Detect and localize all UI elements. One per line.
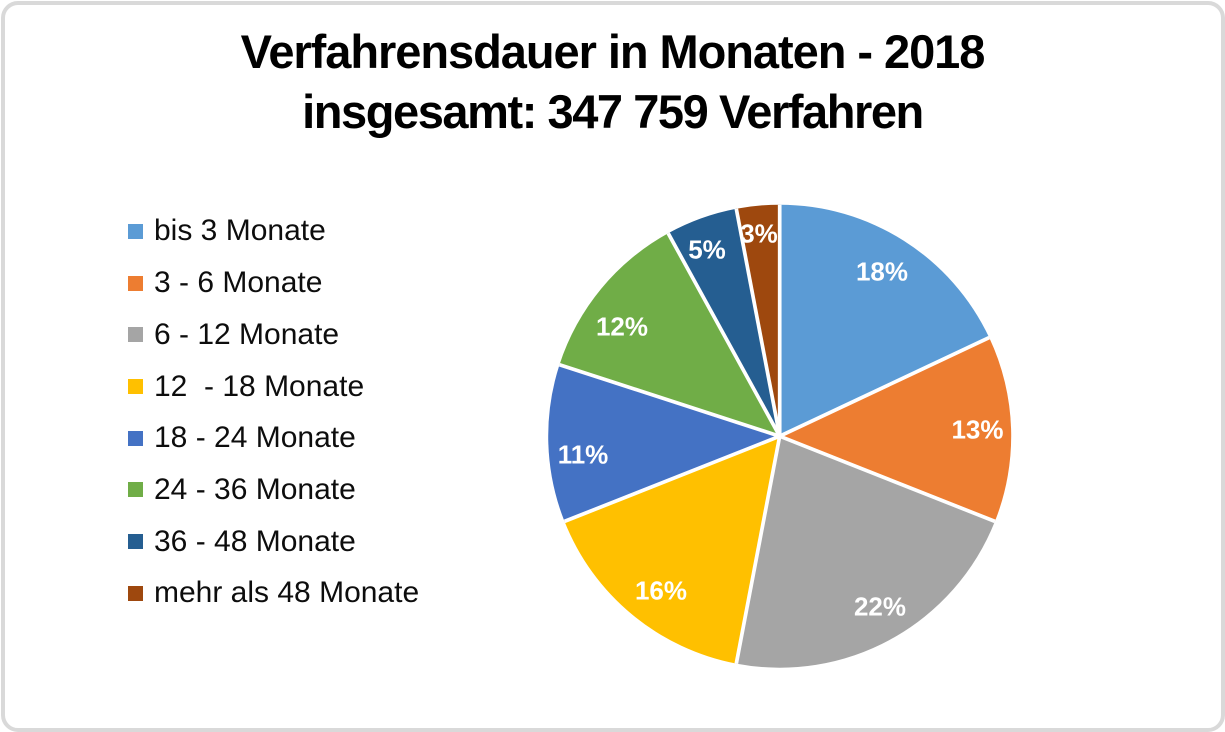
svg-text:3%: 3% bbox=[740, 219, 778, 249]
svg-text:12%: 12% bbox=[596, 312, 648, 342]
svg-text:22%: 22% bbox=[854, 592, 906, 622]
svg-text:5%: 5% bbox=[688, 235, 726, 265]
svg-text:11%: 11% bbox=[558, 440, 609, 470]
svg-text:18%: 18% bbox=[856, 257, 908, 287]
svg-text:16%: 16% bbox=[635, 576, 687, 606]
svg-text:13%: 13% bbox=[951, 415, 1003, 445]
